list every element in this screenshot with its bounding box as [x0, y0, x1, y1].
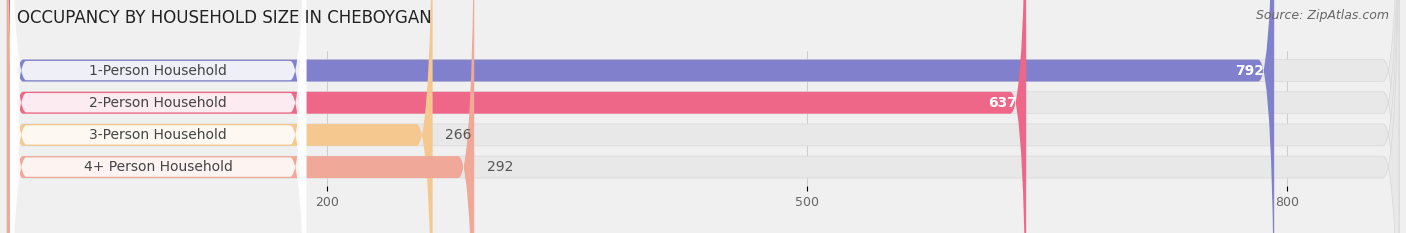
- Text: 2-Person Household: 2-Person Household: [90, 96, 228, 110]
- FancyBboxPatch shape: [7, 0, 1399, 233]
- FancyBboxPatch shape: [10, 0, 307, 233]
- Text: 3-Person Household: 3-Person Household: [90, 128, 228, 142]
- FancyBboxPatch shape: [10, 0, 307, 233]
- Text: 792: 792: [1236, 64, 1264, 78]
- FancyBboxPatch shape: [7, 0, 1399, 233]
- FancyBboxPatch shape: [10, 0, 307, 233]
- Text: 1-Person Household: 1-Person Household: [90, 64, 228, 78]
- Text: Source: ZipAtlas.com: Source: ZipAtlas.com: [1256, 9, 1389, 22]
- FancyBboxPatch shape: [7, 0, 474, 233]
- FancyBboxPatch shape: [7, 0, 1274, 233]
- Text: 292: 292: [486, 160, 513, 174]
- FancyBboxPatch shape: [10, 0, 307, 233]
- FancyBboxPatch shape: [7, 0, 1399, 233]
- FancyBboxPatch shape: [7, 0, 1026, 233]
- Text: 637: 637: [987, 96, 1017, 110]
- FancyBboxPatch shape: [7, 0, 1399, 233]
- Text: 266: 266: [446, 128, 472, 142]
- Text: 4+ Person Household: 4+ Person Household: [84, 160, 232, 174]
- FancyBboxPatch shape: [7, 0, 433, 233]
- Text: OCCUPANCY BY HOUSEHOLD SIZE IN CHEBOYGAN: OCCUPANCY BY HOUSEHOLD SIZE IN CHEBOYGAN: [17, 9, 432, 27]
